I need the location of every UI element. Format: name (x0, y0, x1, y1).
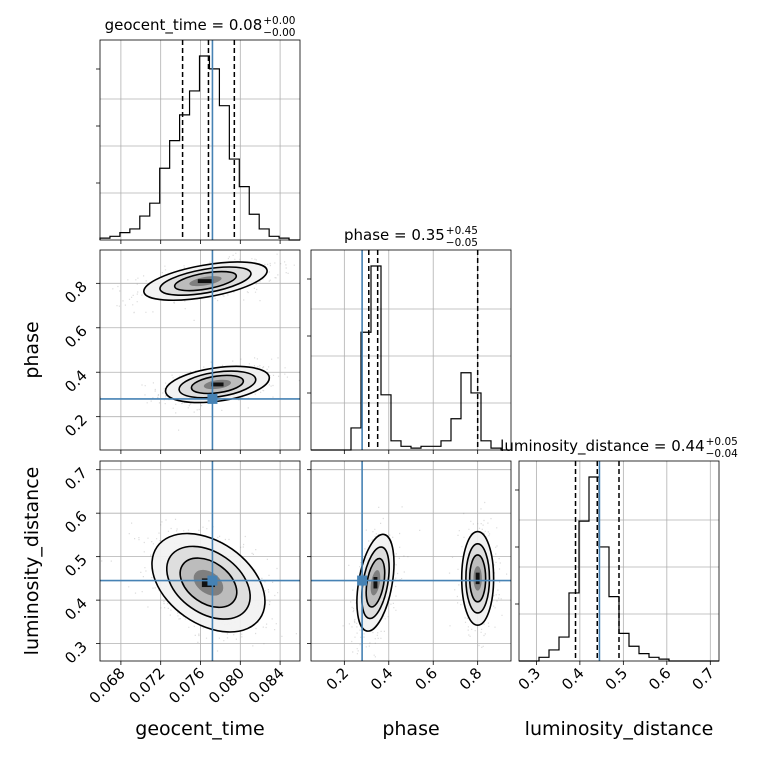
y-tick-label-phase: 0.8 (61, 277, 91, 307)
grid-0-0 (120, 40, 281, 240)
density-geocent_time-phase (100, 252, 300, 431)
density-peak (373, 577, 378, 589)
truth-marker (207, 575, 218, 586)
x-tick-label-geocent_time: 0.072 (125, 664, 168, 707)
truth-marker (357, 575, 368, 586)
x-tick-label-phase: 0.6 (411, 664, 441, 694)
title-luminosity_distance: luminosity_distance = 0.44 +0.05−0.04 (500, 436, 738, 460)
x-tick-label-geocent_time: 0.068 (86, 664, 129, 707)
density-peak (211, 382, 224, 387)
y-tick-label-luminosity_distance: 0.5 (61, 551, 91, 581)
density-peak (475, 572, 480, 585)
x-tick-label-luminosity_distance: 0.7 (689, 664, 719, 694)
y-axis-label-phase: phase (21, 321, 43, 378)
y-tick-label-luminosity_distance: 0.6 (61, 507, 91, 537)
y-tick-label-phase: 0.4 (61, 366, 91, 396)
x-tick-label-luminosity_distance: 0.3 (515, 664, 545, 694)
title-geocent_time: geocent_time = 0.08 +0.00−0.00 (105, 15, 296, 39)
panel-frame (99, 39, 301, 241)
title-sub: −0.05 (446, 237, 478, 249)
x-axis-label-geocent_time: geocent_time (135, 718, 264, 740)
panel-frame (518, 460, 720, 662)
title-phase: phase = 0.35 +0.45−0.05 (344, 225, 478, 249)
y-tick-label-phase: 0.2 (61, 411, 91, 441)
y-tick-label-luminosity_distance: 0.4 (61, 594, 91, 624)
title-text: geocent_time = 0.08 (105, 16, 263, 35)
title-sub: −0.04 (706, 448, 738, 460)
panel-frame (310, 460, 512, 662)
x-tick-label-geocent_time: 0.076 (165, 664, 208, 707)
x-tick-label-luminosity_distance: 0.5 (602, 664, 632, 694)
x-tick-label-luminosity_distance: 0.4 (558, 664, 588, 694)
x-tick-label-geocent_time: 0.080 (205, 664, 248, 707)
density-phase-luminosity_distance (342, 501, 508, 658)
x-tick-label-phase: 0.8 (456, 664, 486, 694)
panel-frame (99, 460, 301, 662)
y-axis-label-luminosity_distance: luminosity_distance (21, 467, 43, 656)
histogram-luminosity_distance (519, 476, 719, 662)
title-sup: +0.00 (263, 15, 295, 27)
title-sup: +0.05 (706, 436, 738, 448)
x-tick-label-geocent_time: 0.084 (245, 664, 288, 707)
density-peak (197, 279, 214, 284)
histogram-geocent_time (99, 55, 300, 241)
x-axis-label-luminosity_distance: luminosity_distance (525, 718, 714, 740)
title-sup: +0.45 (446, 225, 478, 237)
x-axis-label-phase: phase (382, 718, 439, 740)
grid-2-2 (535, 461, 711, 661)
title-sub: −0.00 (263, 27, 295, 39)
title-text: phase = 0.35 (344, 226, 445, 244)
y-tick-label-luminosity_distance: 0.7 (61, 464, 91, 494)
panel-frame (99, 249, 301, 451)
x-tick-label-phase: 0.4 (367, 664, 397, 694)
y-tick-label-luminosity_distance: 0.3 (61, 638, 91, 668)
histogram-phase (311, 265, 511, 451)
x-tick-label-luminosity_distance: 0.6 (645, 664, 675, 694)
y-tick-label-phase: 0.6 (61, 322, 91, 352)
truth-marker (207, 393, 218, 404)
panel-frame (310, 249, 512, 451)
x-tick-label-phase: 0.2 (323, 664, 353, 694)
title-text: luminosity_distance = 0.44 (500, 437, 704, 456)
